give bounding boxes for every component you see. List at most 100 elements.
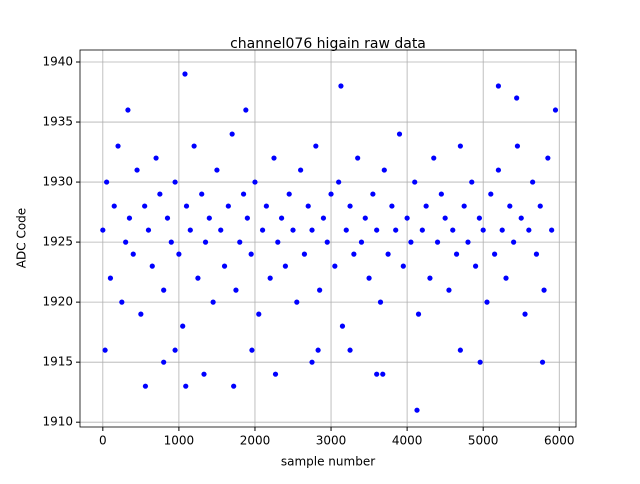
data-point (355, 155, 361, 161)
data-point (477, 359, 483, 365)
x-axis-label: sample number (281, 455, 375, 469)
data-point (161, 287, 167, 293)
data-point (412, 179, 418, 185)
data-point (332, 263, 338, 269)
data-point (495, 167, 502, 173)
data-point (339, 323, 346, 329)
data-point (457, 143, 463, 149)
data-point (248, 251, 254, 257)
data-point (480, 227, 486, 233)
data-point (145, 227, 152, 233)
data-point (431, 155, 437, 161)
data-point (305, 203, 311, 209)
data-point (282, 263, 288, 269)
data-point (259, 227, 266, 233)
data-point (202, 239, 209, 245)
x-tick-label: 2000 (240, 434, 271, 448)
data-point (172, 347, 178, 353)
data-point (343, 227, 349, 233)
data-point (313, 143, 319, 149)
data-point (100, 227, 106, 233)
x-tick-label: 0 (99, 434, 107, 448)
data-point (549, 227, 555, 233)
data-point (115, 143, 121, 149)
data-point (522, 311, 528, 317)
data-point (351, 251, 357, 257)
data-point (157, 191, 163, 197)
data-point (347, 347, 353, 353)
data-point (191, 143, 197, 149)
data-point (182, 71, 188, 77)
data-point (317, 287, 323, 293)
data-point (499, 227, 505, 233)
data-point (153, 155, 159, 161)
data-point (472, 263, 479, 269)
data-point (233, 287, 239, 293)
data-point (142, 383, 149, 389)
data-point (503, 275, 509, 281)
data-point (408, 239, 414, 245)
x-tick-label: 1000 (164, 434, 195, 448)
data-point (237, 239, 243, 245)
data-point (396, 131, 403, 137)
data-point (415, 311, 422, 317)
data-point (495, 83, 502, 89)
data-point (366, 275, 372, 281)
data-point (404, 215, 410, 221)
data-point (309, 227, 315, 233)
data-point (243, 107, 249, 113)
data-point (537, 203, 543, 209)
x-tick-label: 3000 (316, 434, 347, 448)
data-point (476, 215, 482, 221)
data-point (488, 191, 494, 197)
data-point (336, 179, 342, 185)
data-point (362, 215, 368, 221)
data-point (218, 227, 224, 233)
data-point (400, 263, 406, 269)
data-point (442, 215, 448, 221)
data-point (377, 299, 384, 305)
data-point (206, 215, 212, 221)
y-tick-label: 1920 (42, 295, 73, 309)
y-tick-label: 1940 (42, 55, 73, 69)
y-tick-label: 1925 (42, 235, 73, 249)
data-point (450, 227, 456, 233)
data-point (465, 239, 471, 245)
data-point (514, 95, 520, 101)
data-point (484, 299, 490, 305)
data-point (492, 251, 498, 257)
y-tick-label: 1915 (42, 355, 73, 369)
data-point (301, 251, 308, 257)
data-point (142, 203, 148, 209)
data-point (267, 275, 273, 281)
data-point (275, 239, 281, 245)
x-tick-label: 5000 (468, 434, 499, 448)
data-point (320, 215, 327, 221)
data-point (294, 299, 300, 305)
data-point (107, 275, 114, 281)
data-point (539, 359, 546, 365)
data-point (374, 227, 380, 233)
data-point (123, 239, 129, 245)
x-tick-label: 6000 (544, 434, 575, 448)
chart-title: channel076 higain raw data (230, 36, 426, 52)
data-point (374, 371, 380, 377)
x-tick-label: 4000 (392, 434, 423, 448)
data-point (370, 191, 376, 197)
data-point (526, 227, 532, 233)
y-tick-label: 1930 (42, 175, 73, 189)
data-point (309, 359, 315, 365)
data-point (298, 167, 304, 173)
data-point (438, 191, 444, 197)
data-point (380, 371, 386, 377)
data-point (263, 203, 269, 209)
data-point (381, 167, 387, 173)
data-point (533, 251, 540, 257)
data-point (210, 299, 216, 305)
data-point (461, 203, 467, 209)
data-point (252, 179, 258, 185)
data-point (414, 407, 420, 413)
data-point (347, 203, 353, 209)
y-tick-label: 1910 (42, 415, 73, 429)
